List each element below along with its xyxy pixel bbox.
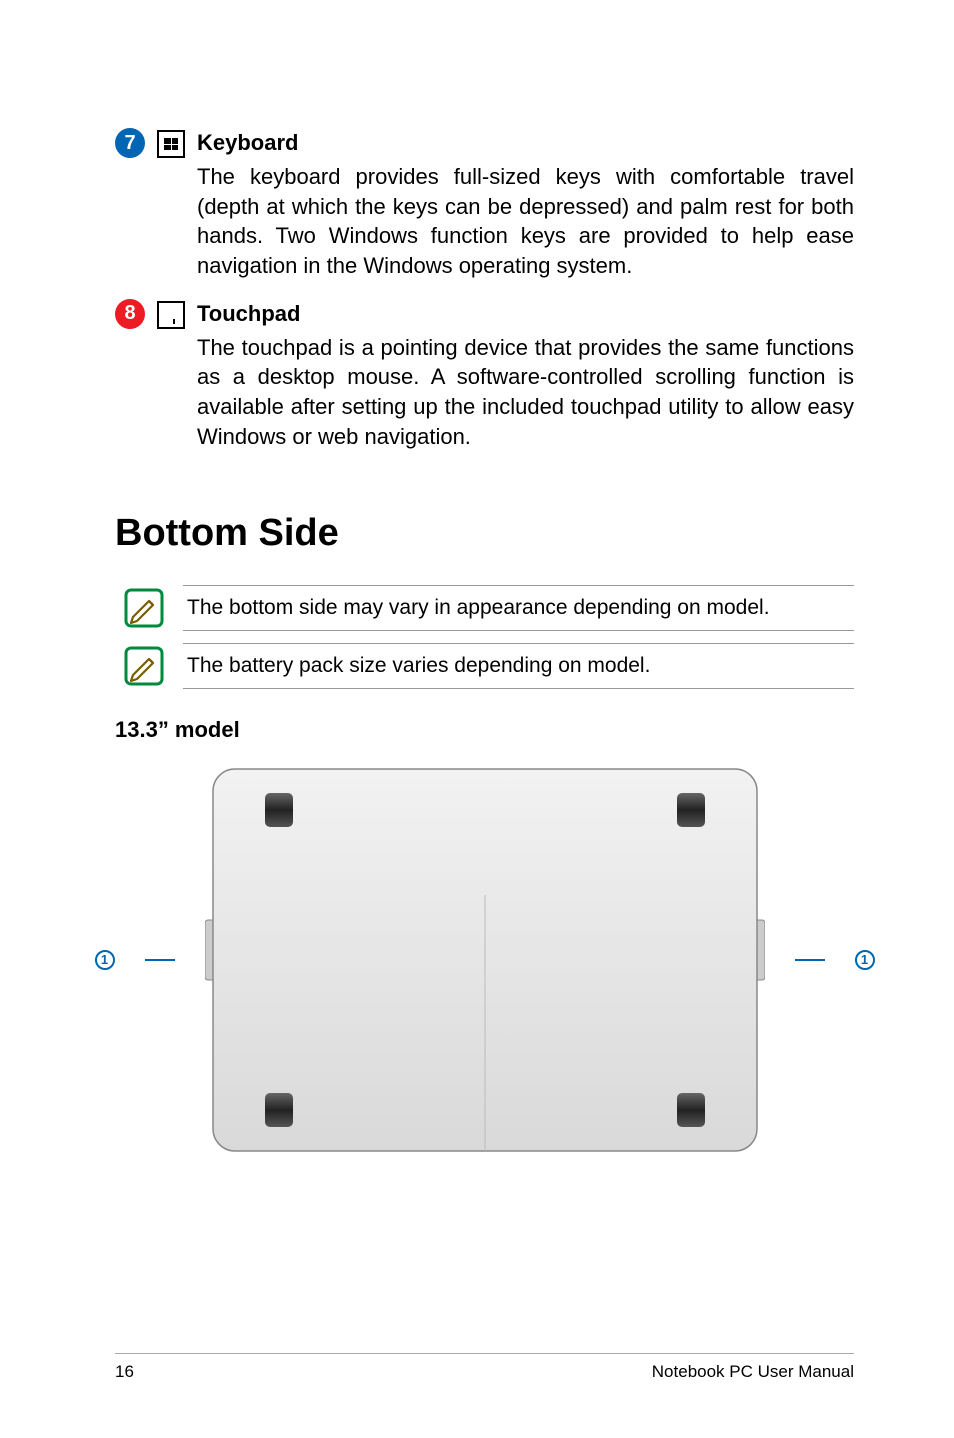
feature-title: Touchpad <box>197 301 854 327</box>
touchpad-icon <box>157 301 185 329</box>
feature-content: Touchpad The touchpad is a pointing devi… <box>197 301 854 452</box>
note-row: The battery pack size varies depending o… <box>115 643 854 689</box>
callout-line-left <box>145 959 175 961</box>
note-icon <box>123 587 165 629</box>
page-number: 16 <box>115 1362 134 1382</box>
note-text: The bottom side may vary in appearance d… <box>183 585 854 631</box>
feature-content: Keyboard The keyboard provides full-size… <box>197 130 854 281</box>
feature-keyboard: 7 Keyboard The keyboard provides full-si… <box>115 130 854 281</box>
note-icon <box>123 645 165 687</box>
feature-desc: The touchpad is a pointing device that p… <box>197 333 854 452</box>
model-label: 13.3” model <box>115 717 854 743</box>
callout-right: 1 <box>855 950 875 970</box>
callout-number-7: 7 <box>115 128 145 158</box>
section-heading: Bottom Side <box>115 512 854 555</box>
callout-number-8: 8 <box>115 299 145 329</box>
feature-touchpad: 8 Touchpad The touchpad is a pointing de… <box>115 301 854 452</box>
laptop-bottom-diagram: 1 <box>115 765 854 1155</box>
keyboard-icon <box>157 130 185 158</box>
page-footer: 16 Notebook PC User Manual <box>115 1353 854 1382</box>
feature-desc: The keyboard provides full-sized keys wi… <box>197 162 854 281</box>
feature-title: Keyboard <box>197 130 854 156</box>
laptop-bottom-svg <box>205 765 765 1155</box>
callout-line-right <box>795 959 825 961</box>
note-text: The battery pack size varies depending o… <box>183 643 854 689</box>
note-row: The bottom side may vary in appearance d… <box>115 585 854 631</box>
manual-title: Notebook PC User Manual <box>652 1362 854 1382</box>
callout-left: 1 <box>95 950 115 970</box>
